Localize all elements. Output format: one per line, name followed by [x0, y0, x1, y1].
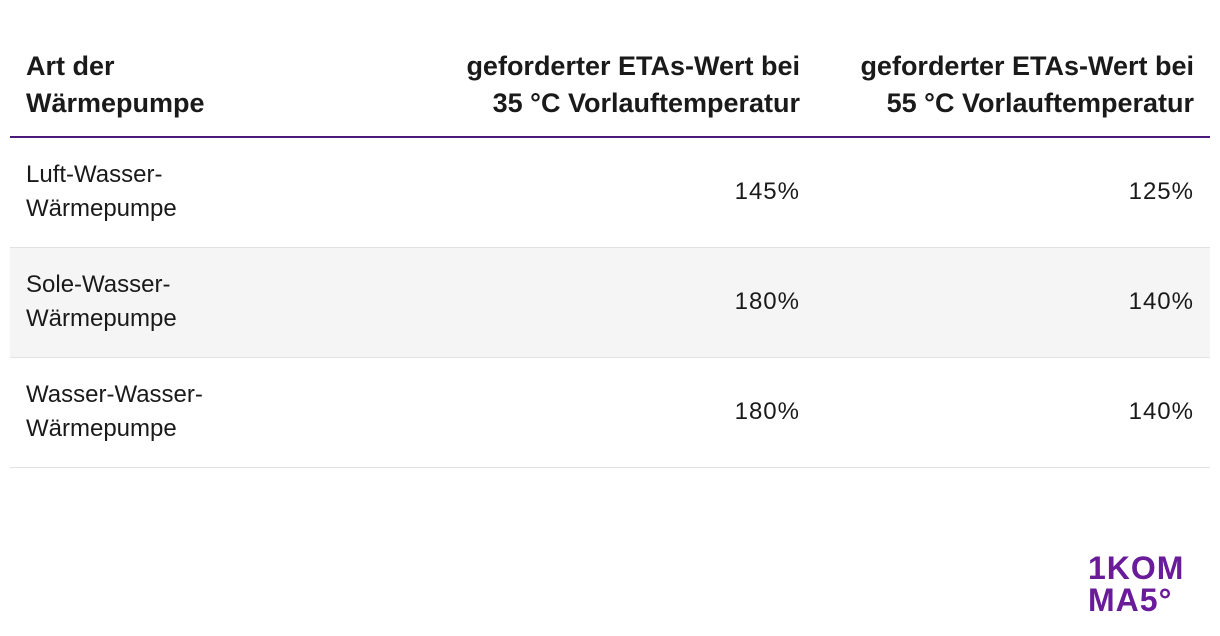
- cell-text: 180%: [734, 288, 800, 315]
- header-text: geforderter ETAs-Wert bei 35 °C Vorlauft…: [466, 51, 800, 118]
- cell-text: Luft-Wasser-Wärmepumpe: [26, 161, 177, 223]
- row: Wasser-Wasser-Wärmepumpe 180% 140%: [10, 357, 1210, 468]
- cell: Luft-Wasser-Wärmepumpe: [10, 137, 422, 248]
- table-body: Luft-Wasser-Wärmepumpe 145% 125% Sole-Wasse…: [10, 137, 1210, 468]
- logo-line: MA5°: [1088, 582, 1173, 618]
- cell: 180%: [422, 357, 816, 468]
- row: Luft-Wasser-Wärmepumpe 145% 125%: [10, 137, 1210, 248]
- cell: 145%: [422, 137, 816, 248]
- cell-text: 125%: [1128, 178, 1194, 206]
- header-text: geforderter ETAs-Wert bei 55 °C Vorlauft…: [860, 51, 1194, 118]
- logo: 1KOM MA5°: [1088, 552, 1184, 616]
- logo-line: 1KOM: [1088, 550, 1185, 586]
- header-row: Art der Wärmepumpe geforderter ETAs-Wert…: [10, 40, 1210, 138]
- cell: Sole-Wasser-Wärmepumpe: [10, 247, 422, 358]
- row: Sole-Wasser-Wärmepumpe 180% 140%: [10, 247, 1210, 358]
- cell: 140%: [816, 247, 1210, 358]
- cell: 125%: [816, 137, 1210, 248]
- cell-text: 145%: [734, 178, 800, 206]
- cell-text: 180%: [734, 398, 800, 425]
- header-text: Art der Wärmepumpe: [26, 51, 205, 118]
- header-cell: geforderter ETAs-Wert bei 55 °C Vorlauft…: [816, 40, 1210, 138]
- cell: Wasser-Wasser-Wärmepumpe: [10, 357, 422, 468]
- cell: 180%: [422, 247, 816, 358]
- cell-text: 140%: [1128, 398, 1194, 425]
- cell-text: Sole-Wasser-Wärmepumpe: [26, 271, 177, 332]
- cell-text: Wasser-Wasser-Wärmepumpe: [26, 381, 203, 442]
- header-cell: geforderter ETAs-Wert bei 35 °C Vorlauft…: [422, 40, 816, 138]
- table: Art der Wärmepumpe geforderter ETAs-Wert…: [10, 40, 1210, 468]
- header-cell: Art der Wärmepumpe: [10, 40, 422, 138]
- cell-text: 140%: [1128, 288, 1194, 315]
- cell: 140%: [816, 357, 1210, 468]
